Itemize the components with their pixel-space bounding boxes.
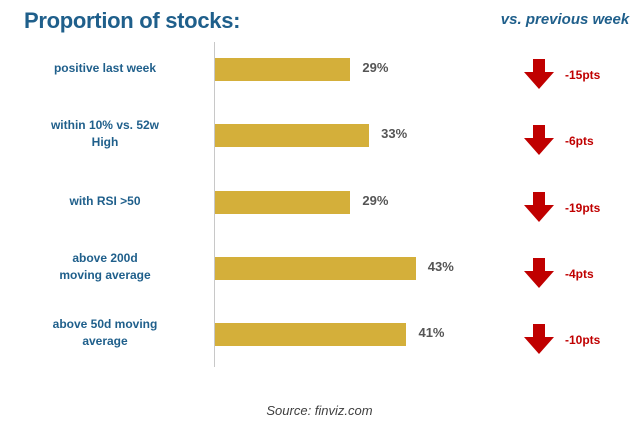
- category-label: within 10% vs. 52w High: [30, 117, 180, 151]
- category-label-line: average: [82, 334, 128, 348]
- category-label-line: positive last week: [53, 60, 157, 75]
- source-note: Source: finviz.com: [266, 403, 373, 418]
- bar: [215, 190, 351, 214]
- arrow-down-icon: [524, 258, 554, 288]
- category-label-line: above 200d: [72, 251, 138, 265]
- category-label-line: moving average: [59, 268, 151, 282]
- category-label: positive last week: [30, 60, 180, 77]
- bar: [215, 57, 351, 81]
- change-vs-previous-week-label: -19pts: [565, 201, 601, 215]
- change-vs-previous-week-label: -6pts: [565, 134, 594, 148]
- vs-previous-week-header: vs. previous week: [500, 11, 630, 28]
- bar-value-label: 41%: [418, 325, 445, 340]
- bar-value-label: 29%: [362, 193, 389, 208]
- change-vs-previous-week-label: -15pts: [565, 68, 601, 82]
- category-label-line: with RSI >50: [69, 193, 141, 208]
- category-axis-line: [214, 42, 215, 367]
- category-label-line: High: [91, 135, 119, 149]
- category-label: above 200d moving average: [30, 250, 180, 284]
- chart-title: Proportion of stocks:: [24, 8, 241, 33]
- bar: [215, 256, 416, 280]
- bar: [215, 322, 407, 346]
- bar-value-label: 33%: [381, 126, 408, 141]
- category-label: above 50d moving average: [30, 316, 180, 350]
- change-vs-previous-week-label: -10pts: [565, 333, 601, 347]
- arrow-down-icon: [524, 59, 554, 89]
- bar: [215, 123, 370, 147]
- arrow-down-icon: [524, 125, 554, 155]
- bar-value-label: 43%: [427, 259, 454, 274]
- change-vs-previous-week-label: -4pts: [565, 267, 594, 281]
- category-label: with RSI >50: [30, 193, 180, 210]
- category-label-line: above 50d moving: [52, 317, 158, 331]
- arrow-down-icon: [524, 324, 554, 354]
- category-label-line: within 10% vs. 52w: [50, 118, 160, 132]
- bar-value-label: 29%: [362, 60, 389, 75]
- arrow-down-icon: [524, 192, 554, 222]
